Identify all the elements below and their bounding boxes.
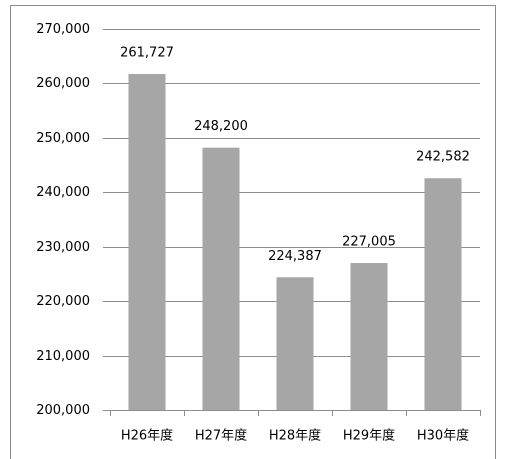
data-label: 227,005 (342, 235, 396, 250)
y-tick-label: 220,000 (36, 294, 90, 309)
data-label: 242,582 (416, 150, 470, 165)
x-tick-label: H29年度 (343, 428, 395, 444)
y-tick-label: 230,000 (36, 240, 90, 255)
y-tick-label: 270,000 (36, 22, 90, 37)
y-tick-label: 200,000 (36, 403, 90, 418)
bar (202, 147, 240, 410)
x-tick-label: H26年度 (121, 428, 173, 444)
x-tick-label: H28年度 (269, 428, 321, 444)
bar (350, 263, 388, 410)
y-tick-label: 260,000 (36, 76, 90, 91)
data-label: 248,200 (194, 119, 248, 134)
x-tick-label: H27年度 (195, 428, 247, 444)
bar (276, 277, 314, 410)
data-label: 261,727 (120, 46, 174, 61)
bar (128, 74, 166, 411)
y-tick-label: 250,000 (36, 131, 90, 146)
chart-border (10, 5, 496, 459)
data-label: 224,387 (268, 249, 322, 264)
y-tick-label: 210,000 (36, 349, 90, 364)
bar (424, 178, 462, 410)
y-tick-label: 240,000 (36, 185, 90, 200)
x-tick-label: H30年度 (417, 428, 469, 444)
